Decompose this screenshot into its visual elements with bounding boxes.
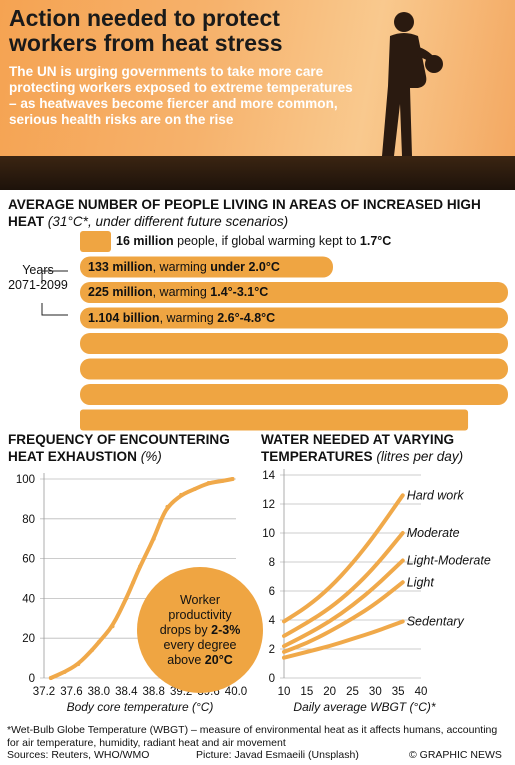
y-tick-label: 12 [262,499,275,511]
x-axis-label: Body core temperature (°C) [67,700,214,714]
data-point [62,670,67,675]
data-point [230,477,235,481]
ground-strip [0,156,515,190]
exhaustion-chart-title: FREQUENCY OF ENCOUNTERING HEAT EXHAUSTIO… [8,432,230,464]
data-point [90,648,94,653]
page-title: Action needed to protect workers from he… [9,5,283,56]
x-tick-label: 38.8 [143,686,165,698]
data-point [138,564,142,569]
x-tick-label: 30 [369,686,382,698]
data-point [220,478,225,483]
worker-silhouette [382,12,443,156]
data-point [179,492,184,497]
intro-text: The UN is urging governments to take mor… [9,64,353,127]
y-tick-label: 6 [269,586,275,598]
pop-bar-3 [80,282,508,303]
data-point [131,580,136,585]
pop-label-2: 133 million, warming under 2.0°C [88,260,280,274]
y-tick-label: 60 [22,554,35,566]
footnote: *Wet-Bulb Globe Temperature (WBGT) – mea… [7,724,498,749]
pop-bar-4 [80,307,508,329]
pop-label-3: 225 million, warming 1.4°-3.1°C [88,285,269,299]
data-point [48,676,53,680]
pop-bar-1 [80,231,111,252]
series-label: Moderate [407,526,460,540]
data-point [76,662,81,667]
series-line-2 [282,558,405,649]
data-point [151,536,156,541]
y-tick-label: 14 [262,470,275,482]
sources: Sources: Reuters, WHO/WMO [7,749,150,761]
y-tick-label: 0 [269,673,275,685]
x-tick-label: 38.0 [88,686,110,698]
x-tick-label: 20 [323,686,336,698]
x-tick-label: 37.6 [60,686,82,698]
water-chart: 0 2 4 6 8 10 12 14 10 15 20 25 30 35 40 Daily average W… [262,469,491,714]
data-point [206,480,211,485]
exhaustion-chart: 02040608010037.237.638.038.438.839.239.6… [16,473,247,714]
water-chart-title: WATER NEEDED AT VARYING TEMPERATURES (li… [261,432,464,464]
data-point [165,504,170,509]
x-tick-label: 37.2 [33,686,55,698]
pop-bar-4-row [80,333,508,354]
pop-bar-4-row [80,384,508,405]
data-point [96,640,101,645]
series-line-4 [282,619,405,660]
x-tick-label: 38.4 [115,686,138,698]
hero-banner: Action needed to protect workers from he… [0,0,515,190]
population-bars [41,231,508,431]
pop-bar-2 [80,256,333,278]
years-bracket [41,270,68,316]
x-axis-label: Daily average WBGT (°C)* [293,700,435,714]
data-point [124,596,129,601]
population-section-title: AVERAGE NUMBER OF PEOPLE LIVING IN AREAS… [8,197,481,229]
series-label: Light [407,575,435,589]
y-tick-label: 0 [29,673,35,685]
x-tick-label: 25 [346,686,359,698]
productivity-callout: Worker productivity drops by 2-3% every … [137,567,263,693]
y-tick-label: 40 [22,593,35,605]
data-point [110,624,115,629]
population-subtitle: (31°C*, under different future scenarios… [47,214,289,229]
y-tick-label: 10 [262,528,275,540]
series-line-1 [282,531,405,638]
y-tick-label: 2 [269,644,275,656]
x-tick-label: 35 [392,686,405,698]
series-label: Sedentary [407,614,465,628]
y-tick-label: 80 [22,514,35,526]
picture-credit: Picture: Javad Esmaeili (Unsplash) [196,749,359,761]
x-tick-label: 40.0 [225,686,247,698]
y-tick-label: 20 [22,633,35,645]
x-tick-label: 10 [278,686,291,698]
series-line-0 [282,493,405,624]
data-point [192,486,197,491]
y-tick-label: 100 [16,474,35,486]
graphic-news-credit: © GRAPHIC NEWS [409,749,502,761]
series-line-3 [282,580,405,654]
pop-label-4: 1.104 billion, warming 2.6°-4.8°C [88,311,276,325]
y-tick-label: 4 [269,615,276,627]
series-label: Light-Moderate [407,554,491,568]
x-tick-label: 40 [415,686,428,698]
pop-label-1: 16 million people, if global warming kep… [116,234,392,248]
data-point [158,518,163,523]
years-label: Years 2071-2099 [8,263,68,292]
series-label: Hard work [407,488,465,502]
x-tick-label: 15 [300,686,313,698]
y-tick-label: 8 [269,557,275,569]
pop-bar-4-row [80,358,508,380]
pop-bar-4-row [80,409,469,431]
